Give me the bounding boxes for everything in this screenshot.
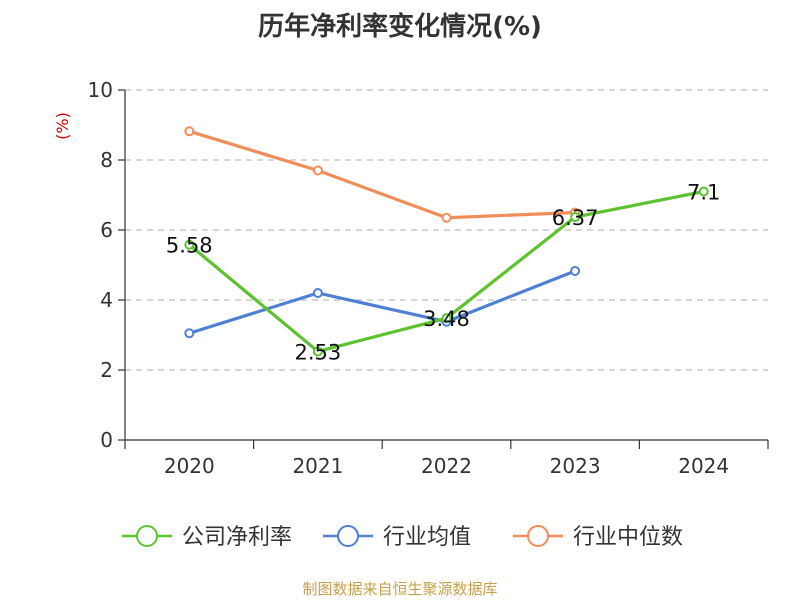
y-tick-label-4: 4 (100, 288, 113, 312)
data-point-s2-2021 (312, 165, 323, 176)
legend-label-2: 行业中位数 (573, 525, 683, 550)
series-lines (184, 126, 709, 357)
series-line-2 (188, 129, 576, 220)
x-tick-label-2020: 2020 (164, 454, 215, 478)
legend[interactable]: 公司净利率 行业均值 行业中位数 (122, 525, 683, 550)
data-point-s0-2022 (441, 313, 452, 324)
x-tick-label-2021: 2021 (292, 454, 343, 478)
y-tick-label-8: 8 (100, 148, 113, 172)
data-point-s0-2023 (570, 212, 581, 223)
y-axis-label: (%) (53, 112, 72, 140)
data-point-s1-2023 (570, 265, 581, 276)
legend-item-1[interactable]: 行业均值 (323, 525, 471, 550)
series-line-1 (188, 269, 576, 335)
data-label-2020: 5.58 (166, 234, 213, 258)
x-tick-label-2022: 2022 (421, 454, 472, 478)
y-tick-label-0: 0 (100, 428, 113, 452)
data-label-2021: 2.53 (295, 340, 342, 364)
legend-marker-icon-0 (136, 525, 158, 547)
data-label-2024: 7.1 (687, 181, 720, 205)
data-point-s1-2020 (184, 328, 195, 339)
grid-lines (125, 89, 768, 371)
axes: 0 2 4 6 8 10 2020 2021 2022 2023 2024 (88, 78, 769, 478)
chart-title: 历年净利率变化情况(%) (258, 12, 542, 42)
data-point-s0-2024 (698, 186, 709, 197)
data-point-s2-2022 (441, 212, 452, 223)
data-label-2023: 6.37 (552, 206, 599, 230)
data-point-s1-2021 (312, 288, 323, 298)
data-label-2022: 3.48 (423, 307, 470, 331)
legend-label-1: 行业均值 (383, 525, 471, 550)
data-labels: 5.58 2.53 3.48 6.37 7.1 (166, 181, 720, 365)
data-point-s0-2020 (184, 239, 195, 250)
x-tick-label-2023: 2023 (550, 454, 601, 478)
y-tick-label-6: 6 (100, 218, 113, 242)
data-point-s0-2021 (312, 346, 323, 357)
x-tick-label-2024: 2024 (678, 454, 729, 478)
data-source-note: 制图数据来自恒生聚源数据库 (302, 580, 498, 598)
y-tick-label-2: 2 (100, 358, 113, 382)
legend-marker-icon-2 (527, 525, 549, 547)
legend-item-2[interactable]: 行业中位数 (513, 525, 683, 550)
legend-label-0: 公司净利率 (182, 525, 292, 550)
data-point-s2-2020 (184, 126, 195, 137)
legend-marker-icon-1 (337, 525, 359, 547)
legend-item-0[interactable]: 公司净利率 (122, 525, 292, 550)
y-tick-label-10: 10 (88, 78, 113, 102)
